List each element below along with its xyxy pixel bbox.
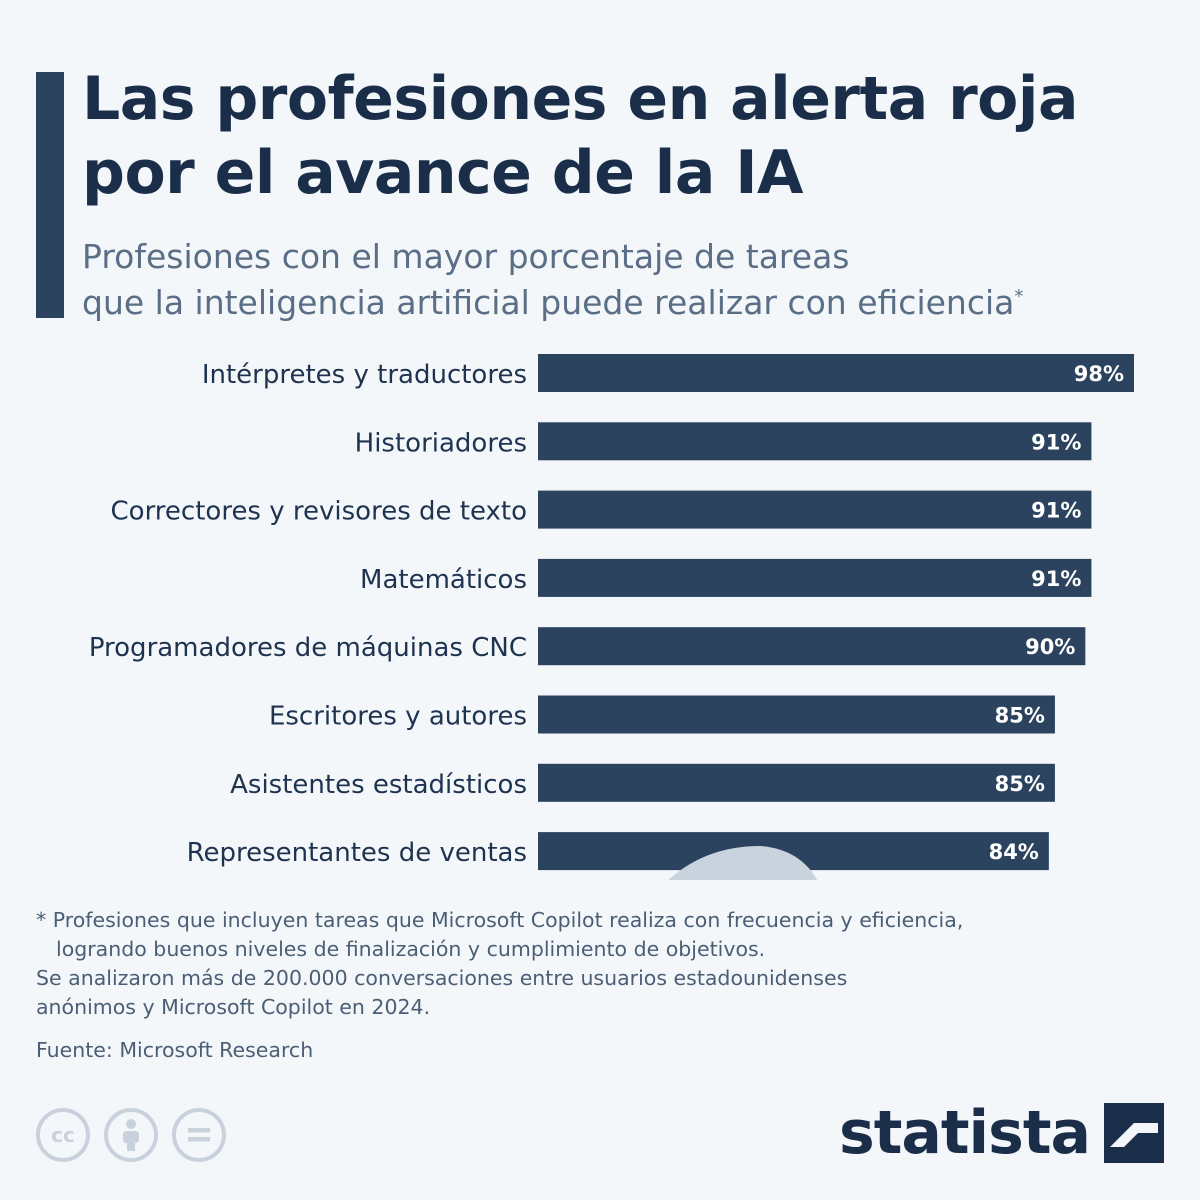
page-title: Las profesiones en alerta roja por el av… <box>82 62 1172 210</box>
bar-value-label: 91% <box>1031 499 1081 523</box>
category-label: Historiadores <box>355 428 527 458</box>
category-label: Escritores y autores <box>269 702 527 732</box>
footnote: * Profesiones que incluyen tareas que Mi… <box>36 906 1156 1022</box>
subtitle-line-2: que la inteligencia artificial puede rea… <box>82 283 1015 322</box>
footnote-line-2: logrando buenos niveles de finalización … <box>56 937 766 961</box>
brand-name[interactable]: statista <box>838 1098 1091 1168</box>
title-accent-bar <box>36 72 64 318</box>
illustration-background <box>668 846 818 880</box>
subtitle-footnote-marker: * <box>1014 286 1024 307</box>
bar <box>538 422 1092 461</box>
bar-value-label: 85% <box>995 704 1045 728</box>
title-line-1: Las profesiones en alerta roja <box>82 64 1078 134</box>
attribution-icon[interactable] <box>104 1108 158 1162</box>
category-label: Asistentes estadísticos <box>230 770 527 800</box>
bar <box>538 490 1092 529</box>
footnote-line-3: Se analizaron más de 200.000 conversacio… <box>36 966 848 990</box>
bar-value-label: 91% <box>1031 567 1081 591</box>
bar <box>538 354 1134 392</box>
bars-layer: Intérpretes y traductores 98% Historiadore… <box>89 354 1134 871</box>
title-line-2: por el avance de la IA <box>82 138 803 208</box>
ai-illustration: AI <box>668 846 818 880</box>
source-note: Fuente: Microsoft Research <box>36 1038 314 1062</box>
category-label: Representantes de ventas <box>187 838 527 868</box>
footnote-line-4: anónimos y Microsoft Copilot en 2024. <box>36 995 431 1019</box>
category-label: Matemáticos <box>360 565 527 595</box>
page-subtitle: Profesiones con el mayor porcentaje de t… <box>82 234 1172 326</box>
category-label: Correctores y revisores de texto <box>111 497 527 527</box>
statista-logo-icon <box>1104 1103 1164 1163</box>
bar <box>538 558 1092 597</box>
bar-value-label: 90% <box>1025 635 1075 659</box>
bar-value-label: 84% <box>989 840 1039 864</box>
subtitle-line-1: Profesiones con el mayor porcentaje de t… <box>82 237 850 276</box>
footnote-line-1: * Profesiones que incluyen tareas que Mi… <box>36 908 964 932</box>
bar-value-label: 98% <box>1074 362 1124 386</box>
bar-value-label: 85% <box>995 772 1045 796</box>
category-label: Programadores de máquinas CNC <box>89 633 527 663</box>
bar <box>538 627 1086 666</box>
bar-value-label: 91% <box>1031 430 1081 454</box>
category-label: Intérpretes y traductores <box>202 360 527 390</box>
bar <box>538 695 1055 734</box>
cc-icon[interactable]: cc <box>36 1108 90 1162</box>
license-icons: cc <box>36 1108 226 1162</box>
bar-chart: Intérpretes y traductores 98% Historiadore… <box>89 354 1134 880</box>
no-derivatives-icon[interactable] <box>172 1108 226 1162</box>
brand: statista <box>839 1098 1164 1168</box>
bar <box>538 763 1055 802</box>
